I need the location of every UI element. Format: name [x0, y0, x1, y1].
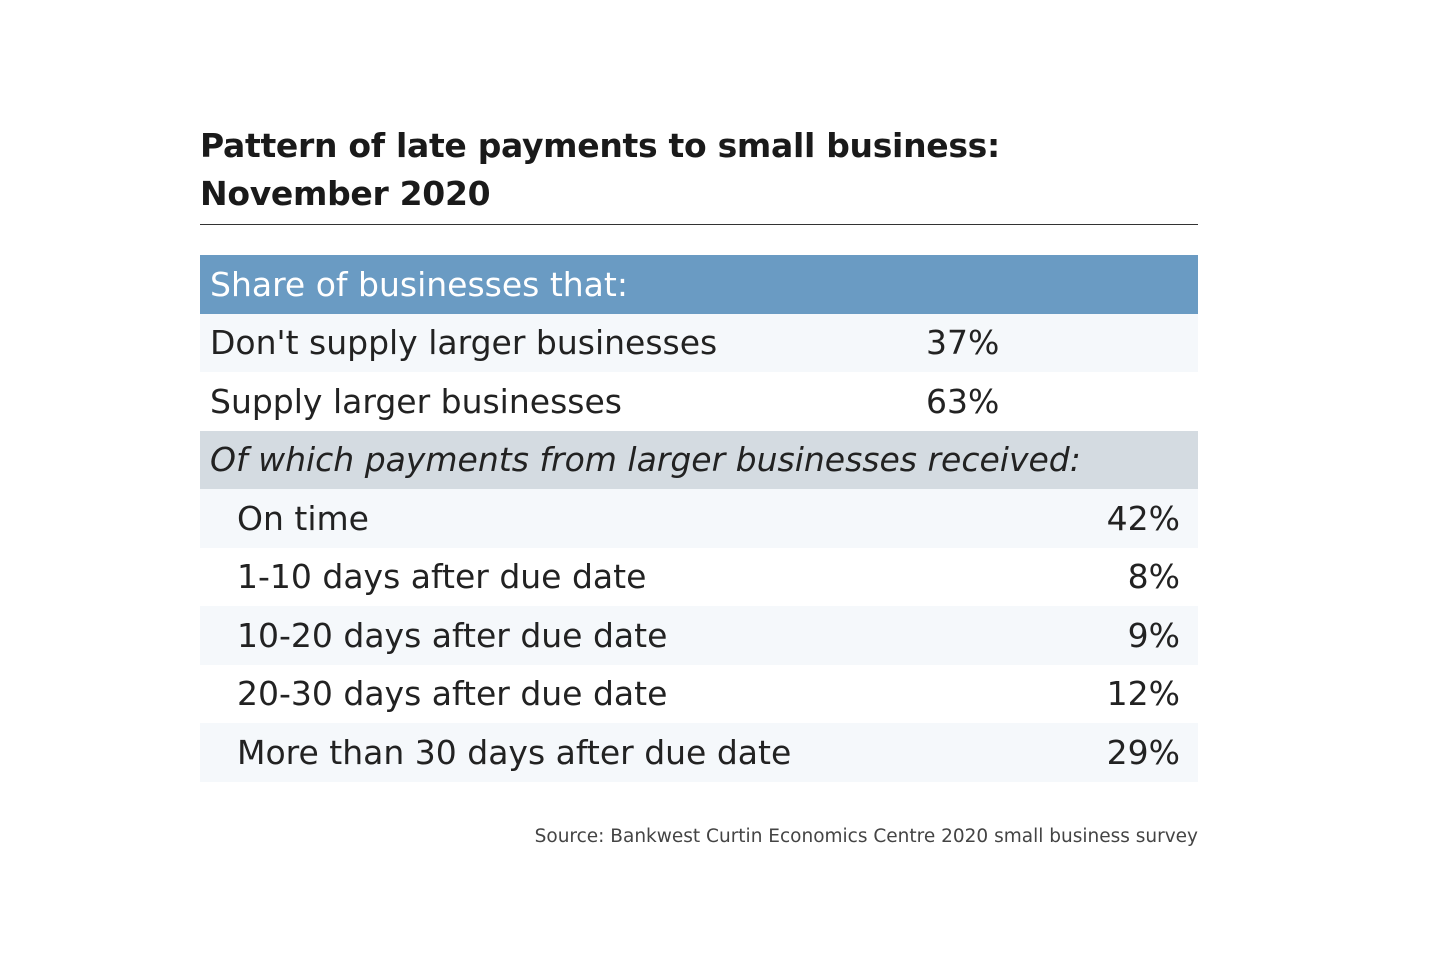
row-label: 10-20 days after due date: [237, 615, 668, 655]
table-row: 1-10 days after due date 8%: [200, 548, 1198, 607]
row-value: 63%: [926, 381, 1000, 421]
table-row: Supply larger businesses 63%: [200, 372, 1198, 431]
row-label: On time: [237, 498, 369, 538]
row-label: 20-30 days after due date: [237, 674, 668, 714]
title-line-2: November 2020: [200, 174, 491, 213]
table-header-label: Share of businesses that:: [210, 264, 628, 304]
row-value: 37%: [926, 323, 1000, 363]
source-note: Source: Bankwest Curtin Economics Centre…: [534, 826, 1198, 847]
table-row: 10-20 days after due date 9%: [200, 606, 1198, 665]
table-row: Don't supply larger businesses 37%: [200, 313, 1198, 372]
table-header-row: Share of businesses that:: [200, 255, 1198, 314]
row-label: Supply larger businesses: [210, 381, 622, 421]
chart-title: Pattern of late payments to small busine…: [200, 122, 1198, 225]
row-label: Don't supply larger businesses: [210, 323, 718, 363]
table-row: On time 42%: [200, 489, 1198, 548]
row-value: 12%: [1106, 674, 1180, 714]
table-row: 20-30 days after due date 12%: [200, 665, 1198, 724]
row-value: 42%: [1106, 498, 1180, 538]
row-value: 8%: [1127, 557, 1180, 597]
figure: Pattern of late payments to small busine…: [200, 122, 1198, 782]
table-row: More than 30 days after due date 29%: [200, 723, 1198, 782]
table-subheader-row: Of which payments from larger businesses…: [200, 430, 1198, 489]
row-label: More than 30 days after due date: [237, 732, 792, 772]
title-line-1: Pattern of late payments to small busine…: [200, 126, 1000, 165]
row-label: 1-10 days after due date: [237, 557, 647, 597]
row-value: 29%: [1106, 732, 1180, 772]
row-value: 9%: [1127, 615, 1180, 655]
table-subheader-label: Of which payments from larger businesses…: [210, 440, 1081, 480]
data-table: Share of businesses that: Don't supply l…: [200, 255, 1198, 782]
